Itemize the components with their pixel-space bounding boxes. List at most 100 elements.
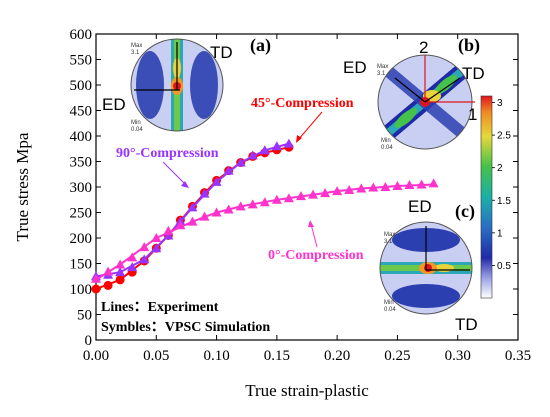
label-90-compression: 90°-Compression — [116, 146, 219, 161]
colorbar-tick-label: 1 — [497, 228, 503, 239]
series-2 — [91, 178, 439, 283]
colorbar-tick-label: 3 — [497, 98, 503, 109]
legend-symbles: Symbles：VPSC Simulation — [101, 320, 270, 335]
x-tick-label: 0.35 — [505, 348, 531, 364]
inset-b-td: TD — [462, 64, 485, 83]
data-point — [187, 202, 198, 212]
annotation-45: 45°-Compression — [251, 96, 354, 143]
data-point — [115, 259, 126, 269]
data-point — [139, 254, 150, 264]
y-tick-label: 200 — [70, 231, 93, 247]
inset-a-min-val: 0.04 — [131, 127, 143, 133]
data-point — [127, 252, 138, 262]
inset-b-ed: ED — [343, 58, 367, 77]
data-point — [392, 180, 403, 190]
data-point — [91, 273, 101, 283]
data-point — [103, 280, 113, 290]
data-point — [199, 188, 210, 198]
data-point — [271, 194, 282, 204]
y-tick-label: 450 — [70, 104, 93, 120]
data-point — [247, 199, 258, 209]
pole-figure-c: (c) ED TD Max 3.1 Min 0.04 — [379, 197, 478, 334]
x-tick-label: 0.30 — [445, 348, 471, 364]
colorbar-ticks: 3 2.5 2 1.5 1 0.5 — [492, 98, 511, 272]
data-point — [259, 197, 270, 207]
label-45-compression: 45°-Compression — [251, 96, 354, 111]
x-tick-label: 0.25 — [384, 348, 410, 364]
data-point — [308, 189, 319, 199]
inset-b-min-label: Min — [381, 138, 391, 144]
x-axis-label: True strain-plastic — [245, 381, 369, 400]
colorbar-tick-label: 1.5 — [497, 196, 511, 207]
x-tick-label: 0.15 — [264, 348, 290, 364]
inset-b-max-label: Max — [377, 64, 388, 70]
data-point — [344, 185, 355, 195]
annotation-0: 0°-Compression — [268, 220, 364, 263]
inset-c-min-val: 0.04 — [384, 307, 396, 313]
inset-b-max-val: 3.1 — [377, 71, 386, 77]
axis-ticks — [95, 33, 519, 341]
inset-a-min-label: Min — [131, 120, 141, 126]
data-point — [211, 207, 222, 217]
inset-c-max-val: 3.1 — [384, 239, 393, 245]
pole-figure-b: (b) 2 ED TD 1 Max 3.1 Min 0.04 — [343, 35, 485, 151]
pole-figure-a: (a) TD ED Max 3.1 Min 0.04 — [102, 35, 271, 133]
series-1 — [91, 138, 294, 281]
y-tick-label: 300 — [70, 180, 93, 196]
data-point — [368, 182, 379, 192]
inset-b-axis-2: 2 — [419, 38, 428, 57]
data-point — [235, 157, 246, 167]
series-layer — [91, 138, 439, 294]
colorbar-tick-label: 2.5 — [497, 131, 511, 142]
inset-c-min-label: Min — [384, 300, 394, 306]
data-point — [356, 183, 367, 193]
data-point — [175, 220, 186, 230]
x-tick-label: 0.00 — [83, 348, 109, 364]
y-tick-label: 150 — [70, 257, 93, 273]
x-tick-label: 0.10 — [203, 348, 229, 364]
data-point — [187, 216, 198, 226]
inset-c-td: TD — [455, 315, 478, 334]
y-tick-label: 500 — [70, 78, 93, 94]
y-tick-label: 100 — [70, 282, 93, 298]
y-tick-labels: 0 50 100 150 200 250 300 350 400 450 500 550 600 — [70, 27, 93, 349]
series-line — [95, 183, 434, 281]
data-point — [151, 243, 162, 253]
data-point — [283, 193, 294, 203]
data-point — [416, 179, 427, 189]
inset-a-label: (a) — [250, 35, 271, 56]
inset-c-ed: ED — [408, 197, 432, 216]
data-point — [428, 178, 439, 188]
data-point — [320, 188, 331, 198]
y-tick-label: 400 — [70, 129, 93, 145]
y-tick-label: 50 — [77, 308, 92, 324]
inset-c-max-label: Max — [384, 232, 395, 238]
y-tick-label: 600 — [70, 27, 93, 43]
data-point — [223, 204, 234, 214]
data-point — [163, 225, 174, 235]
y-tick-label: 350 — [70, 155, 93, 171]
inset-a-td: TD — [210, 43, 233, 62]
data-point — [163, 230, 174, 240]
data-point — [380, 182, 391, 191]
data-point — [151, 233, 162, 242]
label-0-compression: 0°-Compression — [268, 248, 364, 263]
data-point — [211, 176, 222, 186]
annotation-90: 90°-Compression — [116, 146, 219, 188]
colorbar-tick-label: 0.5 — [497, 261, 511, 272]
data-point — [103, 266, 114, 276]
inset-c-label: (c) — [455, 201, 475, 222]
inset-a-max-val: 3.1 — [131, 50, 140, 56]
inset-b-min-val: 0.04 — [381, 145, 393, 151]
y-tick-label: 0 — [85, 333, 93, 349]
data-point — [259, 145, 270, 155]
data-point — [139, 242, 150, 252]
data-point — [283, 138, 294, 148]
data-point — [271, 141, 282, 151]
data-point — [404, 179, 415, 189]
data-point — [235, 201, 246, 211]
inset-a-max-label: Max — [131, 43, 142, 49]
data-point — [91, 284, 101, 294]
inset-a-ed: ED — [102, 95, 126, 114]
